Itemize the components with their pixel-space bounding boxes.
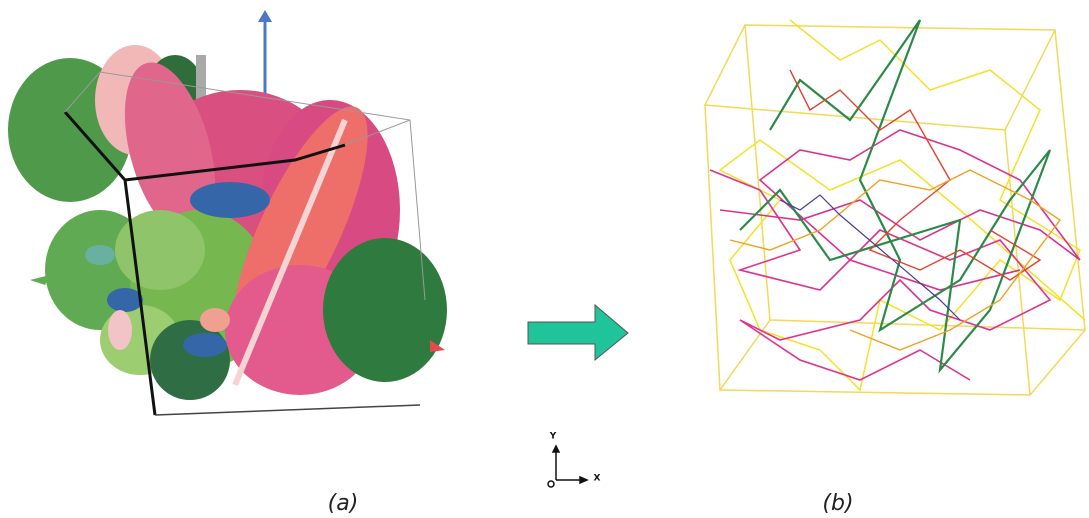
axis-label-y: Y	[549, 432, 557, 442]
arrow	[528, 305, 628, 360]
network-render	[705, 20, 1085, 395]
caption: (b)	[822, 491, 853, 516]
axes-icon	[548, 446, 587, 487]
caption: (a)	[328, 491, 359, 516]
axis-label-x: X	[594, 474, 601, 484]
disc-render	[8, 10, 447, 415]
figure: Y X (a) (b)	[0, 0, 1089, 518]
